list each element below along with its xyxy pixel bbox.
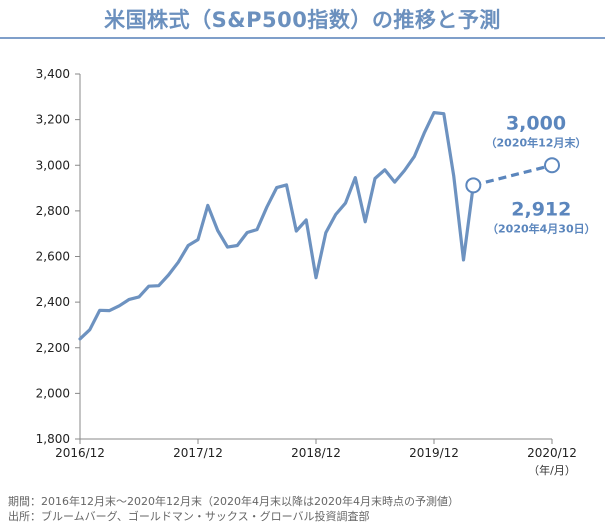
x-tick-label: 2016/12 <box>55 446 105 460</box>
point-marker <box>544 157 560 174</box>
y-tick-label: 2,200 <box>36 341 70 355</box>
y-tick-label: 1,800 <box>36 432 70 446</box>
sp500-line <box>78 110 475 341</box>
x-axis-unit: （年/月） <box>528 463 576 477</box>
y-tick-label: 2,400 <box>36 295 70 309</box>
y-tick-label: 3,400 <box>36 67 70 81</box>
y-tick-label: 3,200 <box>36 113 70 127</box>
series-lines <box>78 110 553 341</box>
title-underline <box>0 37 605 39</box>
point-marker <box>465 177 482 194</box>
y-tick-label: 2,000 <box>36 386 70 400</box>
point-markers <box>465 157 560 194</box>
annotations: 3,000（2020年12月末） 2,912（2020年4月30日） <box>486 112 596 235</box>
footer-period: 期間：2016年12月末～2020年12月末（2020年4月末以降は2020年4… <box>8 495 459 508</box>
x-tick-label: 2018/12 <box>291 446 341 460</box>
y-tick-label: 3,000 <box>36 158 70 172</box>
annotation-value: 3,000 <box>506 112 566 134</box>
x-axis: 2016/12 2017/12 2018/12 2019/12 2020/12 （年/月） <box>55 438 577 477</box>
x-tick-label: 2019/12 <box>409 446 459 460</box>
x-tick-label: 2020/12 <box>527 446 577 460</box>
y-axis: 1,800 2,000 2,200 2,400 2,600 2,800 3,000 3,200… <box>36 67 81 446</box>
annotation-label: （2020年4月30日） <box>487 221 596 235</box>
x-tick-label: 2017/12 <box>173 446 223 460</box>
annotation-value: 2,912 <box>511 198 571 220</box>
footer-source: 出所：ブルームバーグ、ゴールドマン・サックス・グローバル投資調査部 <box>8 510 370 523</box>
y-tick-label: 2,800 <box>36 204 70 218</box>
y-tick-label: 2,600 <box>36 250 70 264</box>
annotation-label: （2020年12月末） <box>486 135 587 149</box>
chart-title: 米国株式（S&P500指数）の推移と予測 <box>104 8 501 32</box>
forecast-line <box>472 163 553 187</box>
